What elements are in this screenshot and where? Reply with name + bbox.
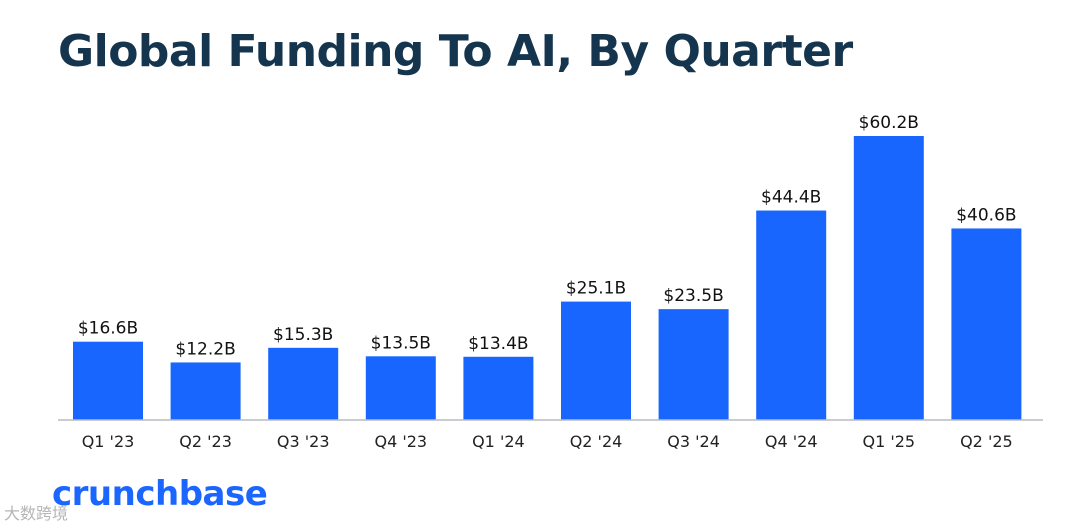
bar-value-label: $12.2B	[175, 339, 235, 359]
bar-value-label: $13.4B	[468, 334, 528, 354]
x-tick-label: Q4 '24	[765, 432, 818, 451]
bar-value-label: $16.6B	[78, 319, 138, 339]
x-tick-label: Q4 '23	[374, 432, 427, 451]
x-tick-label: Q3 '24	[667, 432, 720, 451]
x-tick-label: Q3 '23	[277, 432, 330, 451]
bar-value-label: $23.5B	[663, 286, 723, 306]
x-tick-label: Q2 '24	[570, 432, 623, 451]
x-tick-label: Q1 '24	[472, 432, 525, 451]
watermark: 大数跨境	[4, 504, 69, 523]
bar	[268, 347, 339, 420]
bar-value-label: $15.3B	[273, 325, 333, 345]
bar	[658, 309, 729, 420]
bar	[170, 362, 241, 420]
bar	[463, 356, 534, 420]
bar-value-label: $13.5B	[371, 333, 431, 353]
chart-title: Global Funding To AI, By Quarter	[58, 26, 853, 77]
bars-group	[73, 136, 1022, 420]
bar-value-label: $60.2B	[859, 113, 919, 133]
x-tick-label: Q1 '25	[862, 432, 915, 451]
bar	[853, 136, 924, 420]
x-tick-labels-group: Q1 '23 Q2 '23 Q3 '23 Q4 '23 Q1 '24 Q2 '24 Q3 '…	[82, 432, 1013, 451]
bar	[365, 356, 436, 420]
bar-value-label: $25.1B	[566, 279, 626, 299]
x-tick-label: Q2 '23	[179, 432, 232, 451]
x-tick-label: Q1 '23	[82, 432, 135, 451]
bar-value-label: $40.6B	[956, 205, 1016, 225]
bar	[73, 341, 143, 420]
bar-chart: $16.6B $12.2B $15.3B $13.5B $13.4B $25.1B $23.…	[58, 113, 1043, 451]
bar	[756, 210, 827, 420]
crunchbase-logo: crunchbase	[52, 474, 268, 514]
bar-value-label: $44.4B	[761, 188, 821, 208]
bar	[951, 228, 1022, 420]
bar	[561, 301, 631, 420]
value-labels-group: $16.6B $12.2B $15.3B $13.5B $13.4B $25.1B $23.…	[78, 113, 1017, 359]
x-tick-label: Q2 '25	[960, 432, 1013, 451]
